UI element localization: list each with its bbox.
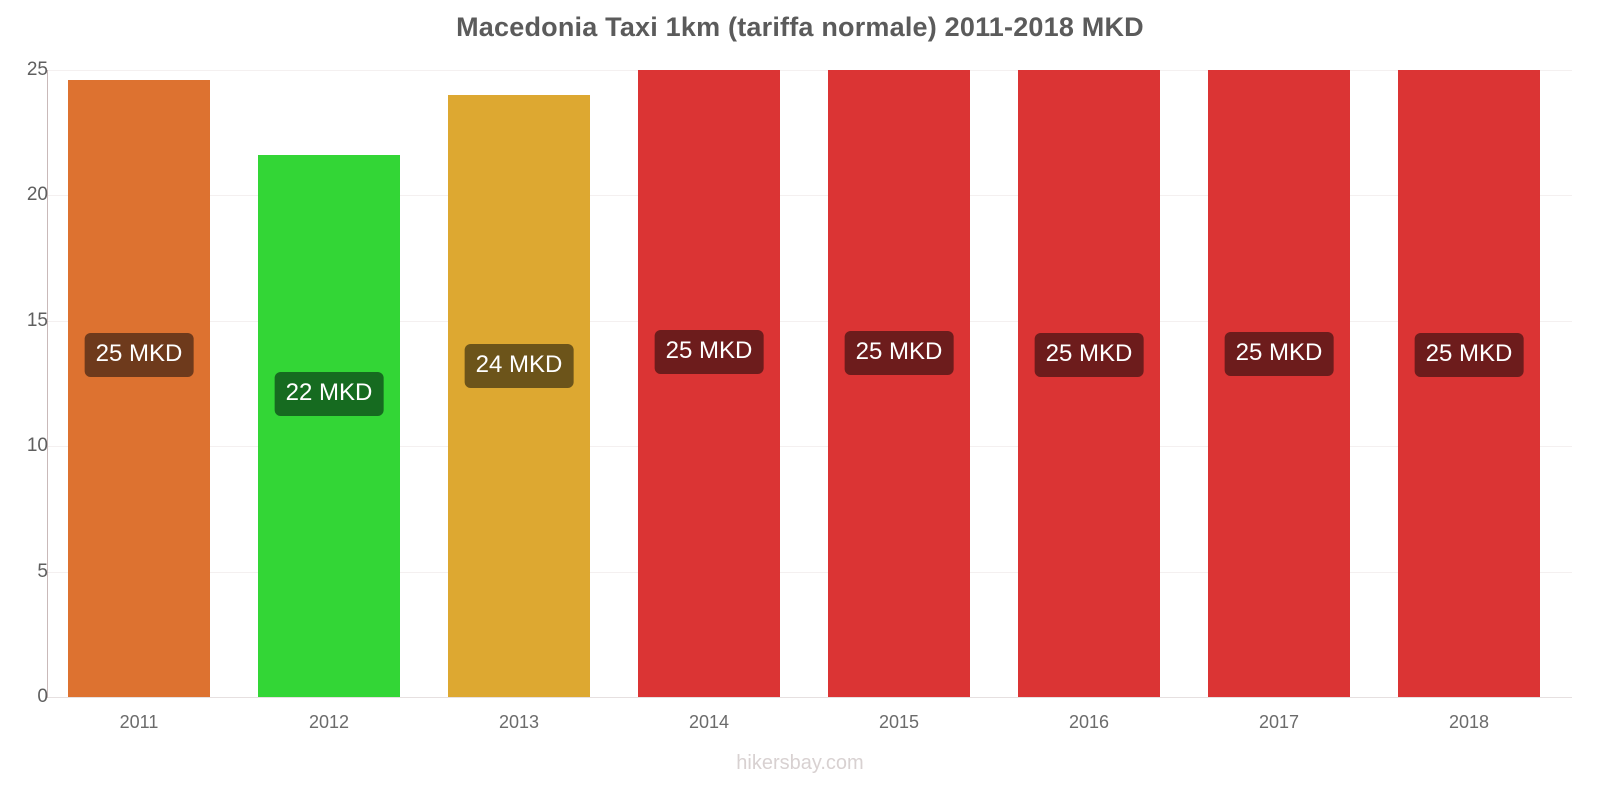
chart-title: Macedonia Taxi 1km (tariffa normale) 201… [456, 12, 1144, 42]
bar-2016[interactable] [1018, 70, 1160, 697]
x-tick-label-2017: 2017 [1258, 712, 1300, 732]
x-tick-label-2018: 2018 [1448, 712, 1490, 732]
x-tick-label-2016: 2016 [1068, 712, 1110, 732]
x-tick-label-2014: 2014 [688, 712, 730, 732]
gridline-0 [48, 697, 1572, 698]
x-tick-label-2012: 2012 [308, 712, 350, 732]
x-tick-label-2013: 2013 [498, 712, 540, 732]
bar-value-label-2011: 25 MKD [84, 333, 194, 377]
y-tick-label: 15 [26, 309, 48, 331]
bar-value-label-2012: 22 MKD [274, 372, 384, 416]
footer-credit: hikersbay.com [736, 752, 864, 774]
gridline-15 [48, 320, 1572, 322]
y-tick-label: 20 [26, 184, 48, 206]
bar-value-label-2013: 24 MKD [464, 344, 574, 388]
y-tick-label: 25 [26, 59, 48, 80]
x-tick-label-2011: 2011 [119, 712, 159, 732]
y-tick-label: 5 [37, 560, 48, 582]
y-tick-label: 10 [26, 435, 48, 457]
bar-value-label-2017: 25 MKD [1224, 332, 1334, 376]
bar-2018[interactable] [1398, 70, 1540, 697]
y-tick-label: 0 [37, 686, 48, 707]
bar-value-label-2018: 25 MKD [1414, 333, 1524, 377]
gridline-20 [48, 195, 1572, 197]
x-tick-label-2015: 2015 [878, 712, 920, 732]
bar-2014[interactable] [638, 70, 780, 697]
bar-2013[interactable] [448, 95, 590, 697]
bar-2015[interactable] [828, 70, 970, 697]
gridline-5 [48, 571, 1572, 573]
bar-value-label-2014: 25 MKD [654, 330, 764, 374]
y-axis-line [47, 70, 48, 698]
plot-area [48, 70, 1572, 698]
bar-value-label-2015: 25 MKD [844, 331, 954, 375]
gridline-10 [48, 446, 1572, 448]
bar-value-label-2016: 25 MKD [1034, 333, 1144, 377]
gridline-25 [48, 70, 1572, 71]
bar-2017[interactable] [1208, 70, 1350, 697]
bar-2011[interactable] [68, 80, 210, 697]
bar-2012[interactable] [258, 155, 400, 697]
